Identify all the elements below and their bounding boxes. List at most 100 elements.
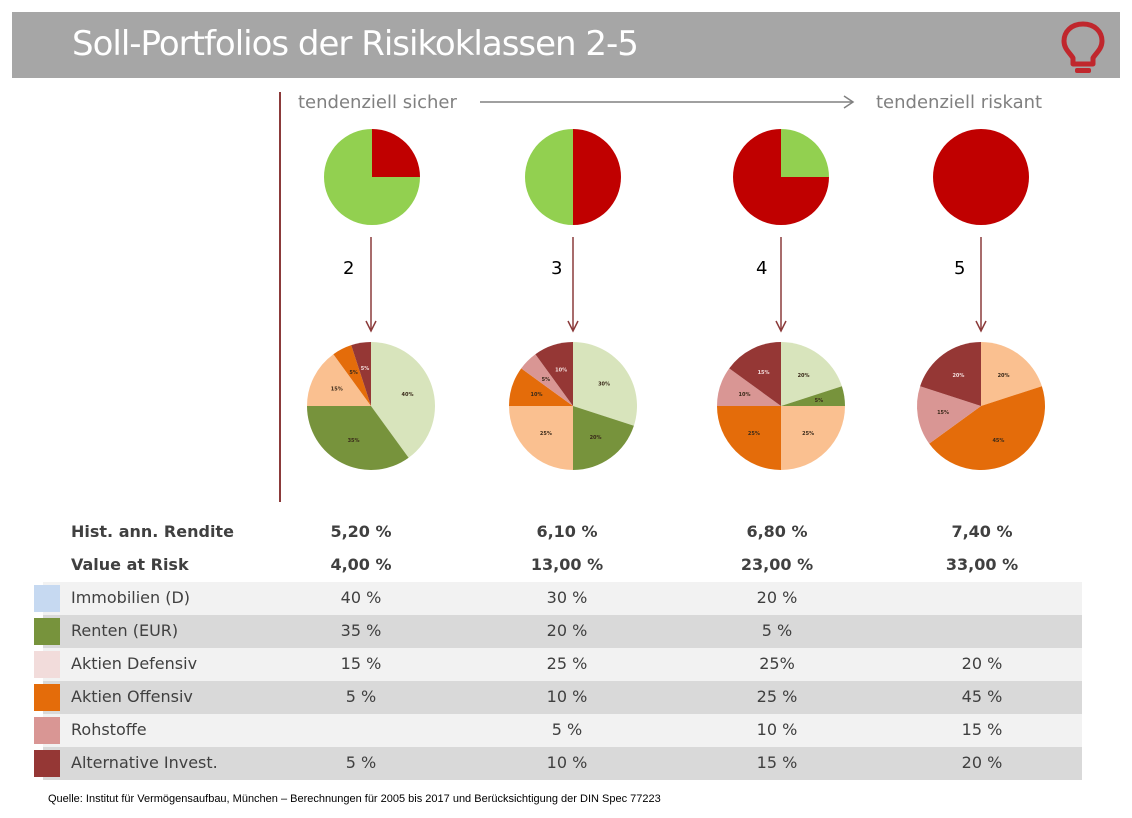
class-number-2: 2 (343, 258, 355, 279)
allocation-cell: 20 % (756, 588, 798, 607)
slice-label: 15% (331, 387, 343, 393)
slice-label: 15% (937, 410, 949, 416)
asset-class-label: Aktien Defensiv (71, 654, 198, 673)
rendite-value: 5,20 % (330, 522, 392, 541)
asset-class-label: Aktien Offensiv (71, 687, 193, 706)
slice-label: 20% (998, 373, 1010, 379)
rendite-value: 6,10 % (536, 522, 598, 541)
allocation-cell: 20 % (961, 654, 1003, 673)
overview-slice-risky (733, 129, 829, 225)
allocation-cell: 5 % (345, 753, 377, 772)
var-value: 13,00 % (530, 555, 604, 574)
rendite-label: Hist. ann. Rendite (71, 522, 234, 541)
slice-label: 5% (815, 398, 824, 404)
arrow-head (365, 320, 377, 333)
pie-slice (920, 342, 981, 406)
overview-slice-risky (933, 129, 1029, 225)
allocation-cell: 20 % (546, 621, 588, 640)
lightbulb-icon (1061, 21, 1105, 73)
arrow-head (567, 320, 579, 333)
class-number-4: 4 (756, 258, 768, 279)
slice-label: 20% (590, 435, 602, 441)
pie-slice (333, 345, 371, 406)
pie-slice (307, 406, 409, 471)
table-row: Renten (EUR) 35 % 20 % 5 % (34, 615, 1082, 648)
class-number-3: 3 (551, 258, 563, 279)
slice-label: 20% (798, 373, 810, 379)
overview-slice-safe (324, 129, 420, 225)
pie-slice (307, 354, 371, 406)
pie-slice (916, 386, 981, 444)
pie-slice (781, 406, 845, 470)
pie-slice (573, 406, 634, 470)
pie-slice (929, 386, 1046, 471)
slice-label: 5% (542, 377, 551, 383)
label-safe: tendenziell sicher (298, 92, 457, 113)
allocation-cell: 15 % (961, 720, 1003, 739)
overview-slice-risky (372, 129, 420, 177)
source-footnote: Quelle: Institut für Vermögensaufbau, Mü… (48, 793, 661, 805)
allocation-cell: 25 % (546, 654, 588, 673)
allocation-cell: 10 % (546, 753, 588, 772)
overview-slice-safe (781, 129, 829, 177)
rendite-value: 6,80 % (746, 522, 808, 541)
pie-slice (509, 368, 573, 406)
allocation-cell: 25% (759, 654, 795, 673)
allocation-cell: 10 % (756, 720, 798, 739)
class-number-5: 5 (954, 258, 966, 279)
pie-slice (371, 342, 435, 458)
legend-swatch (34, 585, 60, 612)
header-bar: Soll-Portfolios der Risikoklassen 2-5 (12, 12, 1120, 78)
pie-slice (717, 406, 781, 470)
var-value: 4,00 % (330, 555, 392, 574)
var-value: 33,00 % (945, 555, 1019, 574)
legend-swatch (34, 717, 60, 744)
slice-label: 5% (349, 370, 358, 376)
pie-slice (781, 386, 845, 406)
allocation-cell: 45 % (961, 687, 1003, 706)
table-row: Immobilien (D) 40 % 30 % 20 % (34, 582, 1082, 615)
table-row: Alternative Invest. 5 % 10 % 15 % 20 % (34, 747, 1082, 780)
allocation-cell: 30 % (546, 588, 588, 607)
allocation-cell: 15 % (340, 654, 382, 673)
var-value: 23,00 % (740, 555, 814, 574)
legend-swatch (34, 684, 60, 711)
slice-label: 10% (738, 392, 750, 398)
pie-slice (573, 342, 637, 426)
overview-slice-risky (573, 129, 621, 225)
slice-label: 25% (802, 431, 814, 437)
allocation-cell: 25 % (756, 687, 798, 706)
asset-class-label: Immobilien (D) (71, 588, 191, 607)
asset-class-label: Rohstoffe (71, 720, 147, 739)
rendite-row: Hist. ann. Rendite 5,20 % 6,10 % 6,80 % … (43, 516, 1082, 549)
slice-label: 10% (530, 392, 542, 398)
pie-slice (351, 342, 371, 406)
slice-label: 45% (992, 438, 1004, 444)
allocation-cell: 15 % (756, 753, 798, 772)
pie-slice (729, 342, 781, 406)
slice-label: 10% (555, 367, 567, 373)
pie-slice (717, 368, 781, 406)
slice-label: 20% (952, 373, 964, 379)
var-row: Value at Risk 4,00 % 13,00 % 23,00 % 33,… (43, 549, 1082, 582)
arrow-head (775, 320, 787, 333)
allocation-cell: 5 % (345, 687, 377, 706)
label-risky: tendenziell riskant (876, 92, 1043, 113)
legend-swatch (34, 750, 60, 777)
pie-slice (521, 354, 573, 406)
arrow-head (975, 320, 987, 333)
risk-direction-arrow (480, 95, 855, 109)
allocation-cell: 20 % (961, 753, 1003, 772)
slice-label: 15% (758, 370, 770, 376)
allocation-cell: 40 % (340, 588, 382, 607)
allocation-cell: 35 % (340, 621, 382, 640)
pie-slice (781, 342, 842, 406)
overview-slice-safe (525, 129, 573, 225)
allocation-cell: 10 % (546, 687, 588, 706)
pie-slice (509, 406, 573, 470)
table-row: Rohstoffe 5 % 10 % 15 % (34, 714, 1082, 747)
allocation-cell: 5 % (551, 720, 583, 739)
asset-class-label: Renten (EUR) (71, 621, 179, 640)
rendite-value: 7,40 % (951, 522, 1013, 541)
slice-label: 5% (361, 366, 370, 372)
